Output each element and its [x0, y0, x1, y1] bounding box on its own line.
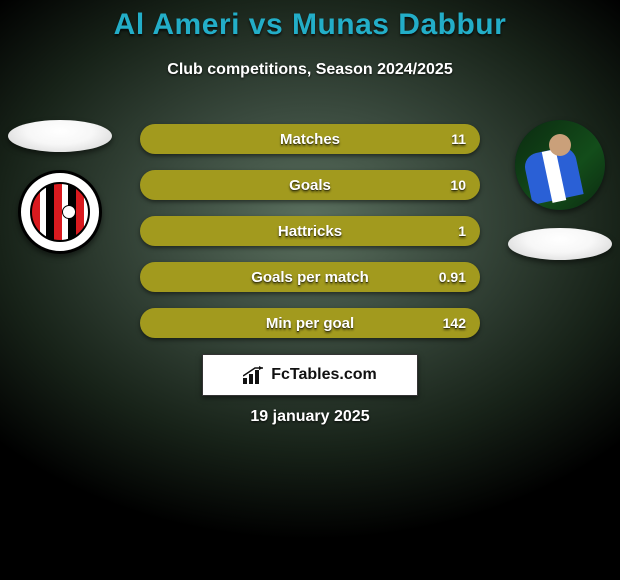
- stat-bar: Goals per match0.91: [140, 262, 480, 292]
- bar-value-right: 1: [446, 218, 478, 244]
- bar-value-right: 142: [431, 310, 478, 336]
- right-blank-disc: [508, 228, 612, 260]
- date-text: 19 january 2025: [0, 408, 620, 426]
- bar-value-right: 0.91: [427, 264, 478, 290]
- bar-label: Goals: [142, 172, 478, 198]
- bar-label: Hattricks: [142, 218, 478, 244]
- page-title: Al Ameri vs Munas Dabbur: [0, 8, 620, 42]
- bar-chart-icon: [243, 366, 265, 384]
- bar-value-right: 10: [438, 172, 478, 198]
- bar-value-right: 11: [439, 126, 478, 152]
- right-column: [508, 120, 612, 260]
- photo-head: [549, 134, 571, 156]
- bar-label: Matches: [142, 126, 478, 152]
- stat-bar: Hattricks1: [140, 216, 480, 246]
- stat-bar: Min per goal142: [140, 308, 480, 338]
- stat-bar: Goals10: [140, 170, 480, 200]
- al-jazira-club-badge: [18, 170, 102, 254]
- subtitle: Club competitions, Season 2024/2025: [0, 61, 620, 79]
- bar-label: Min per goal: [142, 310, 478, 336]
- left-blank-disc: [8, 120, 112, 152]
- stat-bar: Matches11: [140, 124, 480, 154]
- left-column: [8, 120, 112, 254]
- football-icon: [62, 205, 76, 219]
- comparison-infographic: Al Ameri vs Munas Dabbur Club competitio…: [0, 0, 620, 580]
- brand-text: FcTables.com: [271, 366, 377, 384]
- stat-bars: Matches11 Goals10 Hattricks1 Goals per matc…: [140, 124, 480, 338]
- club-badge-inner: [30, 182, 90, 242]
- brand-box: FcTables.com: [202, 354, 418, 396]
- munas-dabbur-photo: [515, 120, 605, 210]
